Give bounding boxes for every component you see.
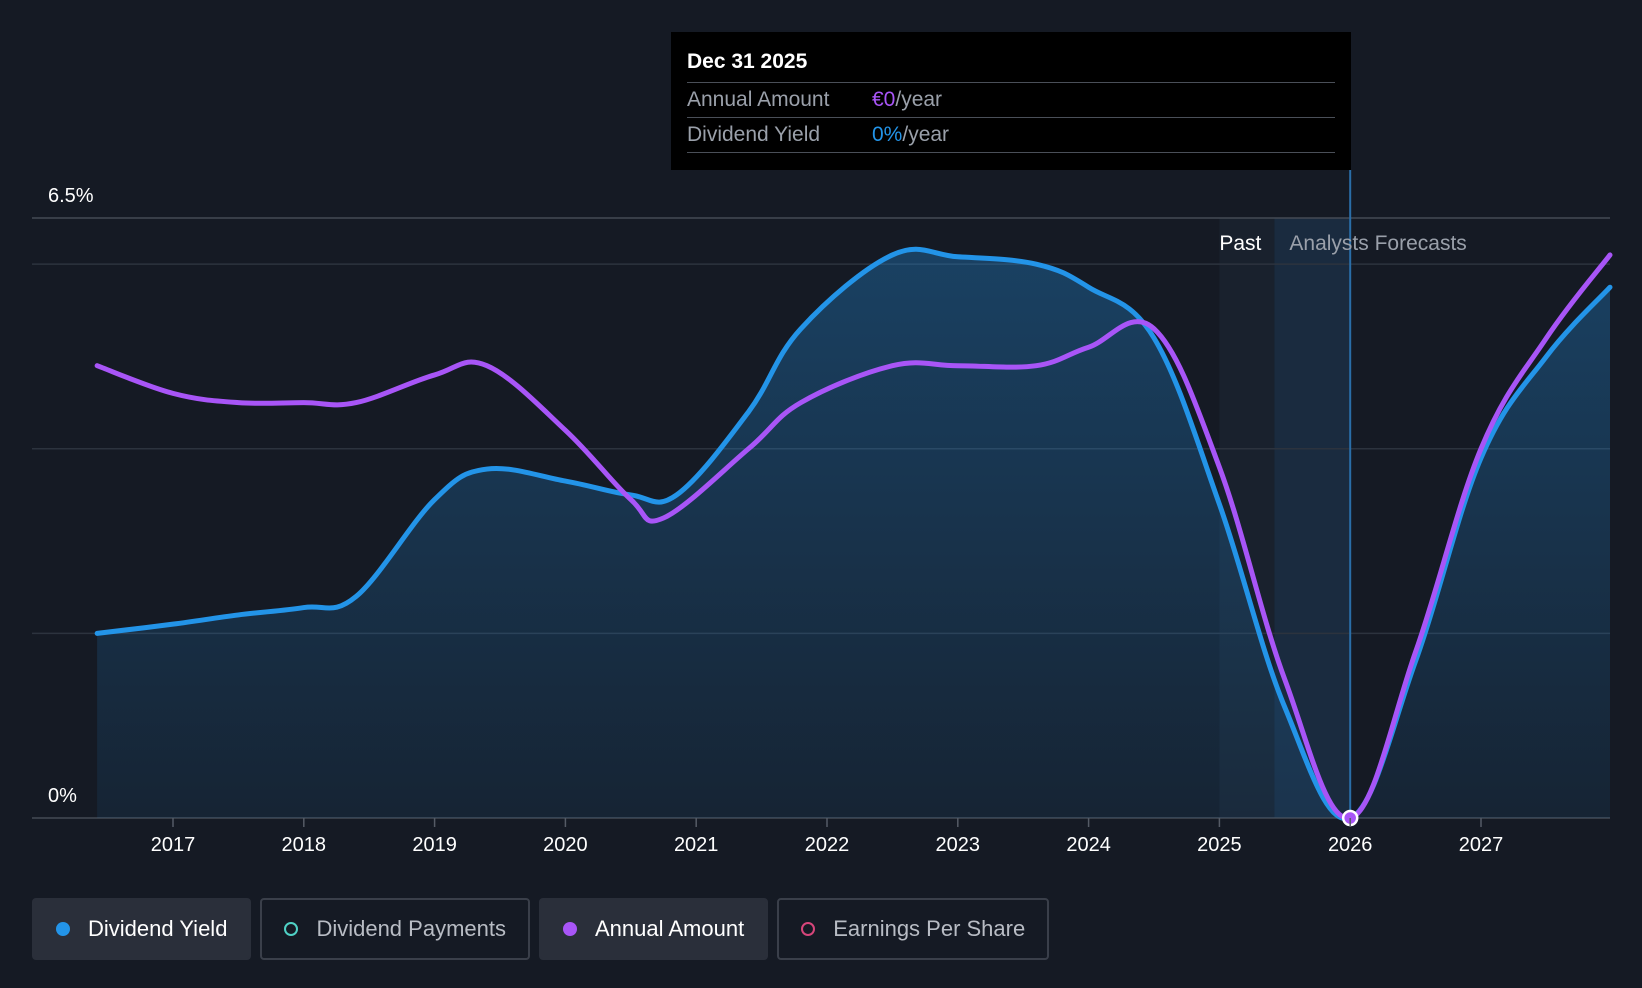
x-tick-label: 2024 (1066, 834, 1111, 856)
chart-legend: Dividend Yield Dividend Payments Annual … (32, 898, 1050, 960)
tooltip-row-value: €0 (872, 88, 896, 111)
tooltip-row-label: Annual Amount (687, 88, 830, 111)
annual-amount-line[interactable] (94, 252, 1613, 821)
x-tick-label: 2026 (1328, 834, 1373, 856)
x-tick-label: 2027 (1459, 834, 1504, 856)
x-tick-label: 2022 (805, 834, 850, 856)
legend-annual-amount[interactable]: Annual Amount (538, 898, 769, 960)
legend-label: Dividend Yield (88, 916, 228, 941)
legend-label: Annual Amount (594, 916, 745, 941)
legend-dot-icon (801, 922, 816, 936)
legend-dividend-payments[interactable]: Dividend Payments (260, 898, 530, 960)
x-tick-label: 2017 (151, 834, 196, 856)
y-axis-max-label: 6.5% (48, 185, 94, 207)
x-tick-label: 2019 (412, 834, 457, 856)
tooltip-row-annual-amount: Annual Amount €0 /year (687, 82, 1335, 117)
legend-dot-icon (562, 922, 577, 936)
legend-dot-icon (56, 922, 70, 936)
x-tick-label: 2021 (674, 834, 719, 856)
legend-dot-icon (284, 922, 299, 936)
y-axis-min-label: 0% (48, 785, 77, 807)
chart-tooltip: Dec 31 2025 Annual Amount €0 /year Divid… (671, 32, 1351, 170)
legend-dividend-yield[interactable]: Dividend Yield (32, 898, 252, 960)
x-tick-label: 2018 (282, 834, 327, 856)
dividend-yield-area (97, 249, 1611, 819)
x-tick-label: 2023 (936, 834, 981, 856)
legend-label: Earnings Per Share (833, 916, 1026, 941)
tooltip-row-unit: /year (902, 123, 950, 146)
tooltip-row-value: 0% (872, 123, 903, 146)
tooltip-date: Dec 31 2025 (687, 50, 808, 73)
x-tick-label: 2025 (1197, 834, 1242, 856)
forecast-region-label: Analysts Forecasts (1289, 232, 1466, 255)
legend-label: Dividend Payments (316, 916, 506, 941)
tooltip-row-dividend-yield: Dividend Yield 0% /year (687, 117, 1335, 153)
past-region-label: Past (1219, 232, 1261, 255)
tooltip-row-label: Dividend Yield (687, 123, 821, 146)
tooltip-row-unit: /year (895, 88, 943, 111)
legend-earnings-per-share[interactable]: Earnings Per Share (777, 898, 1050, 960)
x-axis-ticks: 2017 2018 2019 2020 2021 2022 2023 2024 2025 2026… (151, 818, 1504, 856)
x-tick-label: 2020 (543, 834, 588, 856)
